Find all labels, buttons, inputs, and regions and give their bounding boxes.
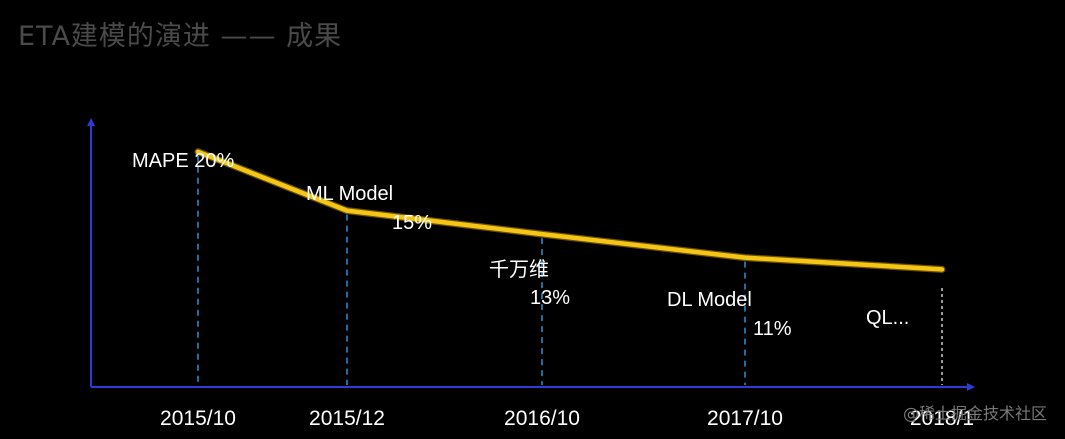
series-line-shadow bbox=[194, 148, 946, 273]
data-point bbox=[940, 267, 944, 271]
data-annotation: DL Model bbox=[667, 289, 752, 311]
x-tick-label: 2015/12 bbox=[309, 407, 385, 430]
data-annotation: 千万维 bbox=[489, 258, 549, 281]
data-point bbox=[345, 209, 349, 213]
data-annotation: 11% bbox=[753, 318, 792, 340]
watermark: @稀土掘金技术社区 bbox=[902, 404, 1047, 423]
y-axis-arrow bbox=[87, 118, 95, 126]
x-tick-label: 2015/10 bbox=[160, 407, 236, 430]
data-point bbox=[540, 232, 544, 236]
data-annotation: ML Model bbox=[306, 183, 393, 205]
data-point bbox=[743, 256, 747, 260]
slide-title: ETA建模的演进 —— 成果 bbox=[18, 21, 343, 52]
data-annotation: 15% bbox=[392, 212, 432, 234]
data-annotation: 13% bbox=[530, 287, 570, 309]
x-tick-label: 2018/1 bbox=[910, 407, 974, 430]
x-axis-arrow bbox=[967, 383, 975, 391]
x-tick-label: 2016/10 bbox=[504, 407, 580, 430]
data-annotation: MAPE 20% bbox=[132, 150, 234, 172]
data-annotation: QL... bbox=[866, 307, 909, 329]
x-tick-label: 2017/10 bbox=[707, 407, 783, 430]
data-point bbox=[196, 150, 200, 154]
series-line bbox=[195, 149, 945, 272]
